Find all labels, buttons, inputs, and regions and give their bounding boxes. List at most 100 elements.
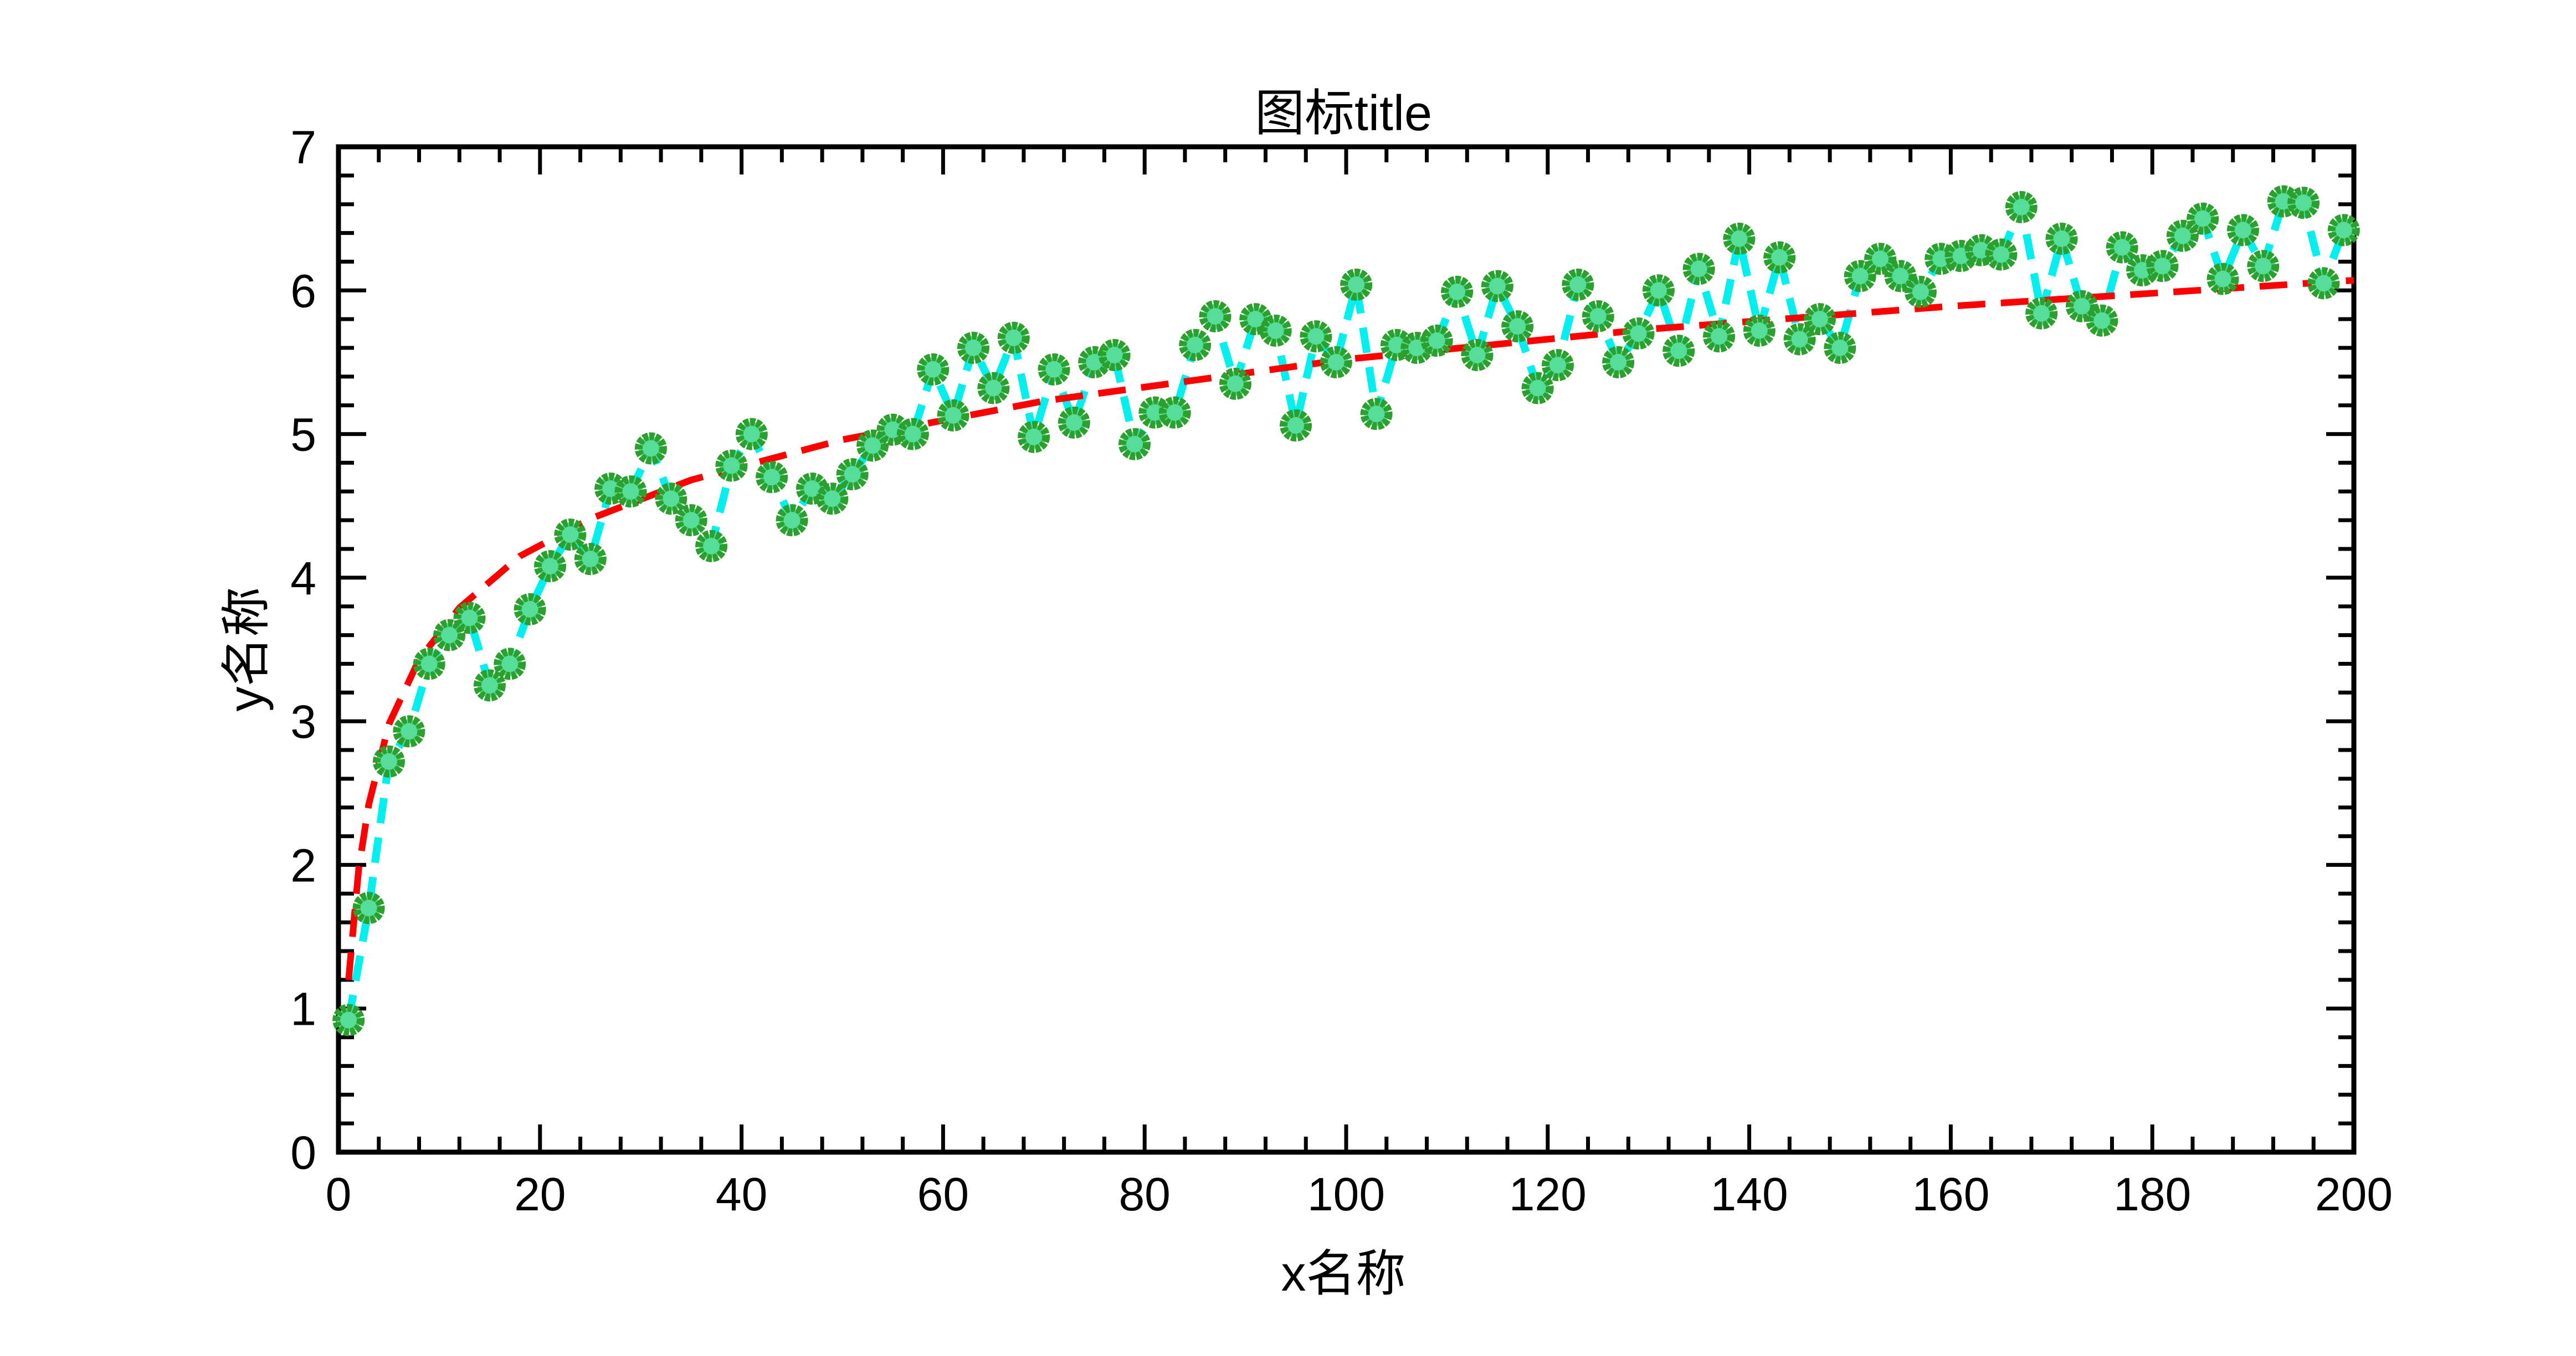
- data-point: [332, 1004, 365, 1036]
- data-point: [1118, 428, 1151, 460]
- data-point: [1763, 241, 1796, 274]
- data-point: [2146, 250, 2179, 282]
- data-point: [2187, 202, 2219, 235]
- y-tick-label: 1: [290, 983, 316, 1035]
- data-point: [1259, 314, 1292, 347]
- data-point-markers: [332, 185, 2360, 1036]
- data-point: [756, 461, 788, 494]
- data-point: [896, 418, 929, 450]
- data-point: [1541, 349, 1574, 382]
- data-point: [393, 715, 425, 748]
- data-point: [2287, 187, 2320, 219]
- data-point: [372, 745, 405, 778]
- data-point: [453, 602, 486, 634]
- fit-curve-line: [345, 277, 2354, 980]
- data-point: [2005, 191, 2038, 223]
- data-point: [1441, 275, 1474, 308]
- x-tick-label: 160: [1912, 1168, 1989, 1220]
- data-point: [1158, 396, 1191, 429]
- data-point: [1985, 238, 2018, 271]
- y-tick-label: 0: [290, 1127, 316, 1179]
- data-point: [1743, 314, 1776, 347]
- y-tick-label: 7: [290, 121, 316, 173]
- data-point: [554, 518, 587, 551]
- x-tick-labels: 0 20 40 60 80 100 120 140 160 180 200: [326, 1168, 2393, 1220]
- data-point: [1703, 320, 1736, 353]
- x-tick-label: 200: [2315, 1168, 2393, 1220]
- data-point: [1300, 320, 1332, 353]
- data-point: [1682, 253, 1715, 285]
- data-point: [634, 432, 667, 465]
- data-point: [1038, 353, 1070, 386]
- data-point: [1340, 268, 1373, 301]
- y-axis-title: y名称: [219, 587, 274, 712]
- x-tick-label: 0: [326, 1168, 352, 1220]
- data-point: [2206, 263, 2239, 295]
- data-point: [2086, 304, 2118, 337]
- data-point: [695, 530, 728, 562]
- data-point: [1602, 346, 1635, 378]
- data-point: [2307, 267, 2340, 300]
- data-point: [1360, 398, 1393, 430]
- data-point: [1420, 325, 1453, 357]
- data-point: [816, 482, 849, 515]
- data-point: [1461, 338, 1494, 371]
- y-tick-label: 6: [290, 265, 316, 317]
- data-point: [352, 892, 385, 924]
- data-point: [856, 429, 889, 462]
- data-point: [514, 593, 546, 625]
- data-point: [1280, 409, 1312, 442]
- data-point: [1199, 300, 1231, 332]
- chart-title: 图标title: [1255, 86, 1432, 141]
- x-axis-title: x名称: [1281, 1246, 1406, 1302]
- data-point: [2025, 297, 2058, 330]
- data-point: [2247, 250, 2280, 282]
- data-point: [1884, 260, 1917, 292]
- data-point: [1098, 338, 1131, 371]
- data-point: [1562, 268, 1594, 301]
- data-point: [574, 543, 607, 576]
- data-point: [1824, 332, 1856, 364]
- series-layer: [332, 185, 2360, 1036]
- data-point: [2226, 214, 2259, 246]
- axis-ticks: [336, 145, 2356, 1154]
- data-point: [494, 648, 526, 680]
- x-tick-label: 100: [1307, 1168, 1385, 1220]
- data-point: [977, 372, 1010, 404]
- data-point: [614, 475, 647, 508]
- data-point: [2106, 231, 2138, 264]
- data-point: [1904, 275, 1937, 308]
- data-point: [1219, 367, 1251, 400]
- data-point: [997, 321, 1030, 354]
- data-point: [533, 550, 566, 583]
- y-tick-label: 4: [290, 552, 316, 604]
- data-point: [1723, 222, 1756, 255]
- data-point: [1320, 346, 1352, 378]
- data-point: [1844, 260, 1876, 292]
- data-point: [675, 504, 707, 537]
- data-point: [1642, 274, 1675, 307]
- data-point: [413, 648, 445, 680]
- data-point: [1864, 243, 1897, 275]
- data-point: [776, 504, 808, 537]
- data-point: [715, 449, 748, 482]
- data-point: [1521, 372, 1554, 404]
- data-point: [1783, 323, 1816, 356]
- data-point: [1018, 420, 1050, 453]
- x-tick-label: 140: [1711, 1168, 1788, 1220]
- data-point: [1501, 310, 1534, 343]
- x-tick-label: 60: [917, 1168, 969, 1220]
- data-point: [473, 669, 506, 702]
- data-point: [1582, 300, 1614, 332]
- data-point: [1058, 406, 1090, 439]
- data-point: [1622, 317, 1655, 350]
- data-point: [735, 418, 768, 450]
- data-point: [917, 353, 950, 386]
- x-tick-label: 80: [1118, 1168, 1170, 1220]
- data-point: [836, 458, 869, 491]
- data-point: [1803, 303, 1836, 336]
- x-tick-label: 20: [514, 1168, 566, 1220]
- x-tick-label: 180: [2113, 1168, 2191, 1220]
- data-point: [1662, 335, 1695, 367]
